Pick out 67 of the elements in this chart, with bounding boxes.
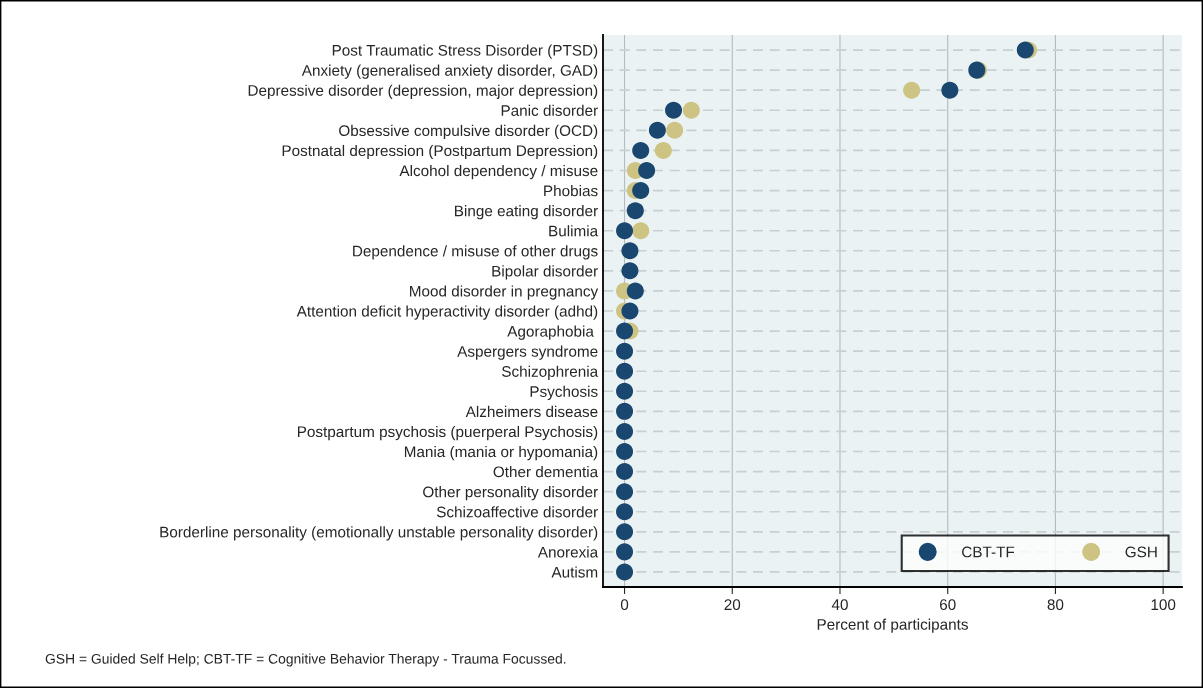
point (666, 121, 684, 139)
point (665, 101, 683, 119)
x-tick-label: 60 (939, 599, 956, 611)
y-tick-label: Panic disorder (501, 104, 598, 116)
y-tick-label: Other personality disorder (423, 486, 598, 501)
y-tick-label: Depressive disorder (depression, major depression) (248, 84, 598, 99)
y-tick-label: Alcohol dependency / misuse (399, 164, 598, 180)
legend-label: CBT-TF (962, 546, 1015, 558)
point (616, 523, 634, 541)
point (941, 81, 959, 99)
x-axis-title: Percent of participants (817, 618, 968, 633)
y-tick-label: Postpartum psychosis (puerperal Psychosis) (297, 425, 598, 441)
y-tick-label: Mania (mania or hypomania) (404, 445, 598, 461)
y-tick-label: Dependence / misuse of other drugs (353, 245, 598, 260)
y-tick-label: Phobias (544, 185, 598, 197)
point (616, 362, 634, 380)
y-tick-label: Aspergers syndrome (457, 345, 598, 360)
x-tick-label: 40 (831, 599, 848, 611)
point (903, 81, 921, 99)
point (616, 563, 634, 581)
point (616, 402, 634, 420)
y-tick-label: Anorexia (537, 546, 599, 558)
point (616, 483, 634, 501)
y-tick-label: Bulimia (549, 225, 599, 237)
y-tick-label: Borderline personality (emotionally unstable personality disorder) (160, 526, 598, 541)
point (616, 443, 634, 461)
point (621, 242, 639, 260)
point (621, 262, 639, 280)
y-tick-label: Agoraphobia (507, 325, 594, 340)
x-tick-label: 80 (1047, 599, 1064, 611)
point (616, 322, 634, 340)
point (616, 382, 634, 400)
text: GSH = Guided Self Help; CBT-TF = Cognitive Behavior Therapy - Trauma Focussed. (45, 653, 566, 667)
point (632, 222, 650, 240)
y-tick-label: Schizophrenia (502, 365, 599, 380)
point (616, 503, 634, 521)
point (654, 141, 672, 159)
point (638, 161, 656, 179)
legend-label: GSH (1125, 546, 1157, 558)
y-tick-label: Post Traumatic Stress Disorder (PTSD) (332, 44, 598, 59)
y-tick-label: Binge eating disorder (455, 205, 598, 220)
point (626, 202, 644, 220)
point (616, 342, 634, 360)
x-tick-label: 100 (1151, 599, 1176, 611)
y-tick-label: Mood disorder in pregnancy (410, 285, 599, 300)
point (626, 282, 644, 300)
y-tick-label: Anxiety (generalised anxiety disorder, GAD) (301, 64, 598, 79)
y-tick-label: Postnatal depression (Postpartum Depression) (282, 144, 598, 160)
y-tick-label: Autism (551, 566, 598, 578)
x-tick-label: 0 (620, 599, 629, 611)
y-tick-label: Other dementia (493, 466, 599, 478)
point (648, 121, 666, 139)
y-tick-label: Psychosis (530, 385, 598, 400)
point (616, 543, 634, 561)
point (632, 182, 650, 200)
x-tick-label: 20 (724, 599, 741, 611)
y-tick-label: Obsessive compulsive disorder (OCD) (339, 124, 598, 140)
y-tick-label: Schizoaffective disorder (436, 506, 598, 518)
point (621, 302, 639, 320)
y-tick-label: Attention deficit hyperactivity disorder (adhd) (296, 305, 598, 320)
point (632, 141, 650, 159)
y-tick-label: Bipolar disorder (492, 265, 598, 280)
point (616, 222, 634, 240)
point (682, 101, 700, 119)
point (616, 422, 634, 440)
point (616, 463, 634, 481)
y-tick-label: Alzheimers disease (465, 405, 598, 418)
